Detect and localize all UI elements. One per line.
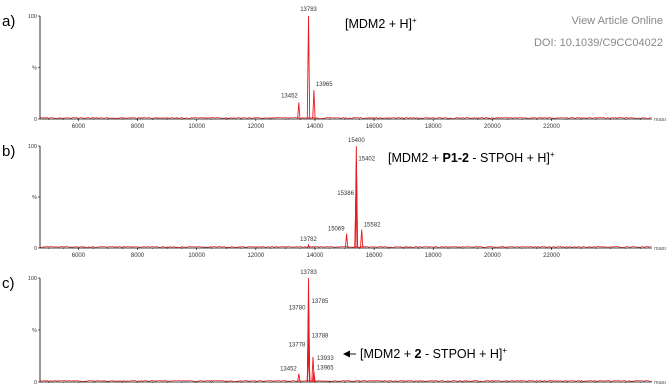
peak-label-15400: 15400 [348,138,365,144]
watermark: View Article Online DOI: 10.1039/C9CC040… [534,15,663,49]
peak-label-13452: 13452 [281,94,298,100]
peak-label-15069: 15069 [328,227,345,233]
y-tick-label: 0 [34,117,37,123]
peak-label-13965: 13965 [317,366,334,372]
x-tick-label: 18000 [425,253,442,259]
x-tick-label: 14000 [307,253,324,259]
x-unit-label: mass [654,246,666,252]
watermark-line2: DOI: 10.1039/C9CC04022 [534,37,663,49]
x-tick-label: 22000 [543,253,560,259]
peak-label-13785: 13785 [312,299,329,305]
peak-label-13778: 13778 [289,343,306,349]
x-tick-label: 6000 [72,253,86,259]
y-tick-label: 100 [28,144,37,150]
x-tick-label: 6000 [72,124,86,130]
y-tick-label: % [32,328,37,334]
peak-label-13780: 13780 [289,305,306,311]
x-unit-label: mass [654,117,666,123]
peak-13965 [312,371,316,383]
peak-15402 [354,162,359,249]
x-tick-label: 16000 [366,124,383,130]
x-tick-label: 10000 [188,124,205,130]
peak-13783 [306,15,311,120]
peak-label-15402: 15402 [358,156,375,162]
panel-label: c) [2,275,15,292]
x-tick-label: 12000 [247,253,264,259]
baseline-trace [39,116,652,119]
arrow-head [342,350,350,358]
peak-label-13933: 13933 [317,356,334,362]
y-tick-label: % [32,195,37,201]
spectrum-panel-1: a) 0% 100 6000 8000 10000 12000 14000 16000 18000… [2,7,666,130]
x-tick-label: 22000 [543,124,560,130]
peak-13782 [306,243,311,249]
peak-15582 [360,229,364,249]
panel-label: a) [2,13,15,30]
peak-label-15582: 15582 [364,223,381,229]
x-tick-label: 16000 [366,253,383,259]
y-tick-label: 0 [34,246,37,252]
ion-annotation: [MDM2 + H]+ [345,16,417,31]
ion-annotation: [MDM2 + P1-2 - STPOH + H]+ [388,150,555,165]
y-tick-label: 100 [28,276,37,282]
y-tick-label: 0 [34,380,37,386]
x-tick-label: 10000 [188,253,205,259]
x-tick-label: 18000 [425,124,442,130]
spectrum-panel-2: b) 0% 100 6000 8000 10000 12000 14000 16000 18000… [2,138,666,259]
panel-label: b) [2,143,15,160]
x-tick-label: 14000 [307,124,324,130]
x-unit-label: mass [654,380,666,386]
peak-label-13783: 13783 [300,7,317,13]
y-tick-label: 100 [28,14,37,20]
peak-13965 [312,90,316,120]
baseline-trace [39,379,652,382]
y-tick-label: % [32,66,37,72]
peak-13788 [307,339,311,383]
peak-13452 [297,373,301,383]
x-tick-label: 20000 [484,124,501,130]
peak-label-15386: 15386 [337,191,354,197]
ion-annotation: [MDM2 + 2 - STPOH + H]+ [360,346,507,361]
x-tick-label: 8000 [131,124,145,130]
watermark-line1: View Article Online [571,15,663,27]
peak-15069 [344,233,349,249]
spectrum-panel-3: c) 0% 100 mass 13452 13778 13780 13783 13785 1378… [2,270,666,386]
peak-label-13965: 13965 [316,82,333,88]
x-tick-label: 20000 [484,253,501,259]
peak-label-13452: 13452 [280,367,297,373]
peak-label-13783: 13783 [300,270,317,276]
peak-13452 [297,102,301,120]
x-tick-label: 8000 [131,253,145,259]
peak-label-13782: 13782 [300,237,317,243]
x-tick-label: 12000 [247,124,264,130]
peak-label-13788: 13788 [312,333,329,339]
